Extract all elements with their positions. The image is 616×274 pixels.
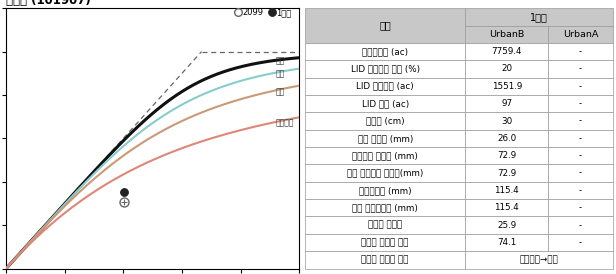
Bar bbox=[305, 164, 465, 182]
Bar bbox=[465, 216, 548, 234]
Text: 115.4: 115.4 bbox=[495, 186, 519, 195]
Bar bbox=[548, 199, 613, 216]
Bar bbox=[465, 25, 548, 43]
Text: 유출감소 목표량 (mm): 유출감소 목표량 (mm) bbox=[352, 151, 418, 160]
Text: 유출감소량 (mm): 유출감소량 (mm) bbox=[359, 186, 411, 195]
Text: 97: 97 bbox=[501, 99, 513, 108]
Bar bbox=[465, 234, 548, 251]
Bar bbox=[465, 43, 548, 60]
Text: 구분: 구분 bbox=[379, 21, 391, 31]
Text: -: - bbox=[579, 64, 582, 73]
Bar bbox=[465, 112, 548, 130]
Bar bbox=[465, 164, 548, 182]
Bar bbox=[465, 60, 548, 78]
Legend: 2099, 1단계: 2099, 1단계 bbox=[232, 5, 295, 20]
Text: 누적 유출감소 목표량(mm): 누적 유출감소 목표량(mm) bbox=[347, 169, 423, 178]
Bar bbox=[548, 182, 613, 199]
Text: 물순환 왜곡률: 물순환 왜곡률 bbox=[368, 221, 402, 230]
Bar bbox=[305, 147, 465, 164]
Bar bbox=[305, 182, 465, 199]
Text: UrbanA: UrbanA bbox=[563, 30, 598, 39]
Text: 굴포천 (101907): 굴포천 (101907) bbox=[6, 0, 91, 7]
Text: 물순환 건강성 지수: 물순환 건강성 지수 bbox=[362, 238, 409, 247]
Text: -: - bbox=[579, 169, 582, 178]
Bar bbox=[548, 147, 613, 164]
Text: -: - bbox=[579, 221, 582, 230]
Bar bbox=[465, 147, 548, 164]
Text: UrbanB: UrbanB bbox=[489, 30, 524, 39]
Text: -: - bbox=[579, 151, 582, 160]
Text: -: - bbox=[579, 203, 582, 212]
Text: -: - bbox=[579, 134, 582, 143]
Text: 좋음: 좋음 bbox=[276, 57, 285, 65]
Bar bbox=[305, 43, 465, 60]
Text: 저류고 (cm): 저류고 (cm) bbox=[366, 116, 405, 125]
Bar bbox=[548, 130, 613, 147]
Text: 30: 30 bbox=[501, 116, 513, 125]
Text: -: - bbox=[579, 47, 582, 56]
Bar bbox=[465, 251, 613, 269]
Bar bbox=[548, 43, 613, 60]
Bar bbox=[548, 112, 613, 130]
Bar bbox=[548, 60, 613, 78]
Text: 26.0: 26.0 bbox=[497, 134, 516, 143]
Text: 25.9: 25.9 bbox=[497, 221, 516, 230]
Bar bbox=[305, 234, 465, 251]
Text: 74.1: 74.1 bbox=[497, 238, 516, 247]
Bar bbox=[305, 130, 465, 147]
Text: -: - bbox=[579, 186, 582, 195]
Text: LID 관리유역 (ac): LID 관리유역 (ac) bbox=[356, 82, 414, 91]
Text: -: - bbox=[579, 238, 582, 247]
Text: LID 규모 (ac): LID 규모 (ac) bbox=[362, 99, 409, 108]
Bar bbox=[465, 130, 548, 147]
Text: 누적 유출감소량 (mm): 누적 유출감소량 (mm) bbox=[352, 203, 418, 212]
Text: -: - bbox=[579, 82, 582, 91]
Bar bbox=[305, 78, 465, 95]
Bar bbox=[305, 199, 465, 216]
Text: 물순환 건강성 평가: 물순환 건강성 평가 bbox=[362, 255, 409, 264]
Bar bbox=[305, 95, 465, 112]
Bar bbox=[305, 112, 465, 130]
Bar bbox=[305, 216, 465, 234]
Bar bbox=[548, 216, 613, 234]
Text: 72.9: 72.9 bbox=[497, 169, 516, 178]
Text: 1단계: 1단계 bbox=[530, 12, 548, 22]
Bar bbox=[465, 78, 548, 95]
Bar bbox=[548, 164, 613, 182]
Bar bbox=[465, 199, 548, 216]
Text: 7759.4: 7759.4 bbox=[492, 47, 522, 56]
Bar bbox=[305, 251, 465, 269]
Text: 목표 강우량 (mm): 목표 강우량 (mm) bbox=[357, 134, 413, 143]
Bar bbox=[548, 95, 613, 112]
Text: 1551.9: 1551.9 bbox=[492, 82, 522, 91]
Bar bbox=[465, 95, 548, 112]
Bar bbox=[548, 25, 613, 43]
Text: 20: 20 bbox=[501, 64, 513, 73]
Text: -: - bbox=[579, 99, 582, 108]
Text: 매우나쁨: 매우나쁨 bbox=[276, 119, 294, 128]
Bar bbox=[465, 182, 548, 199]
Bar bbox=[465, 8, 613, 25]
Bar bbox=[305, 8, 465, 43]
Text: LID 관리유역 비율 (%): LID 관리유역 비율 (%) bbox=[351, 64, 419, 73]
Bar bbox=[305, 60, 465, 78]
Text: -: - bbox=[579, 116, 582, 125]
Text: 매우나쁨→나쁨: 매우나쁨→나쁨 bbox=[520, 255, 559, 264]
Text: 보통: 보통 bbox=[276, 69, 285, 78]
Bar bbox=[548, 78, 613, 95]
Text: 불투수면적 (ac): 불투수면적 (ac) bbox=[362, 47, 408, 56]
Text: 72.9: 72.9 bbox=[497, 151, 516, 160]
Bar bbox=[548, 234, 613, 251]
Text: 115.4: 115.4 bbox=[495, 203, 519, 212]
Text: 나쁨: 나쁨 bbox=[276, 87, 285, 96]
